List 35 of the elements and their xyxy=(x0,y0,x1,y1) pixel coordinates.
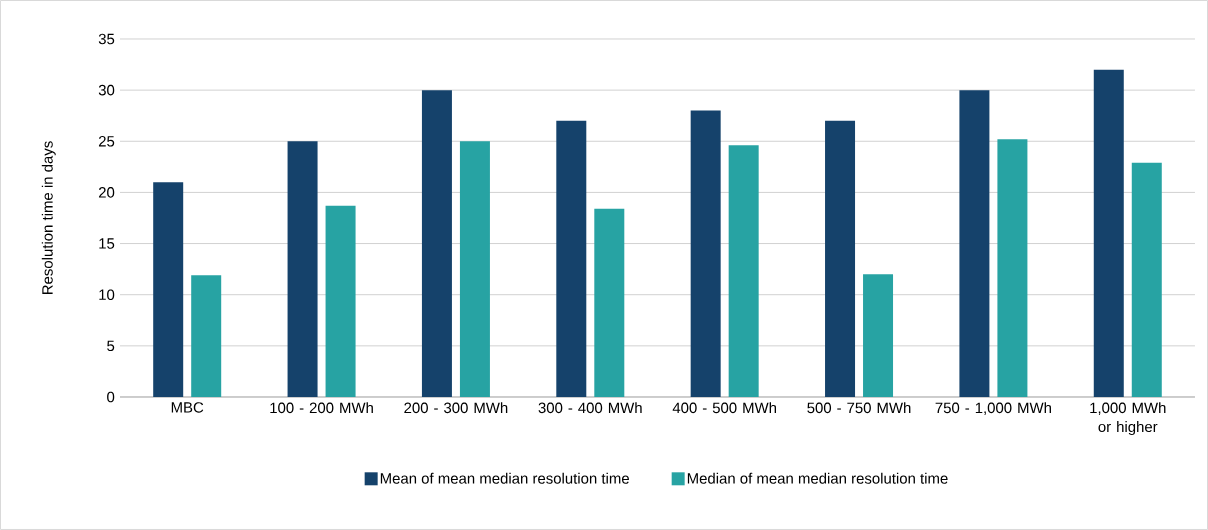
x-tick-label: 1,000 MWh or higher xyxy=(1090,402,1166,436)
bar xyxy=(1131,162,1162,397)
bar xyxy=(997,139,1028,397)
bar xyxy=(728,145,759,397)
legend-label: Median of mean median resolution time xyxy=(687,472,948,484)
y-tick-label: 10 xyxy=(99,289,115,300)
x-tick-label: 100 - 200 MWh xyxy=(270,402,373,414)
bar xyxy=(191,275,222,397)
bar xyxy=(421,90,452,397)
y-tick-label: 30 xyxy=(98,84,115,96)
x-tick-label: 400 - 500 MWh xyxy=(672,402,776,414)
bar xyxy=(959,90,990,397)
bar xyxy=(825,120,856,397)
bar xyxy=(594,208,625,397)
bar xyxy=(287,141,318,397)
y-tick-label: 15 xyxy=(99,238,115,249)
y-tick-label: 5 xyxy=(107,340,115,352)
bar xyxy=(1093,69,1124,397)
y-tick-label: 25 xyxy=(98,135,115,147)
legend-label: Mean of mean median resolution time xyxy=(380,472,629,484)
bar xyxy=(325,205,356,397)
y-tick-label: 35 xyxy=(98,33,115,45)
x-tick-label: 500 - 750 MWh xyxy=(807,402,911,414)
y-axis-title: Resolution time in days xyxy=(41,141,56,295)
bar xyxy=(690,110,721,397)
y-tick-label: 20 xyxy=(98,187,115,198)
x-tick-label: 200 - 300 MWh xyxy=(404,402,508,414)
bar xyxy=(556,120,587,397)
y-tick-label: 0 xyxy=(107,391,115,403)
x-tick-label: 300 - 400 MWh xyxy=(538,402,642,414)
x-tick-label: 750 - 1,000 MWh xyxy=(935,402,1051,415)
bar xyxy=(153,182,184,397)
x-tick-label: MBC xyxy=(171,402,204,413)
bar xyxy=(459,141,490,397)
bar xyxy=(863,274,894,397)
